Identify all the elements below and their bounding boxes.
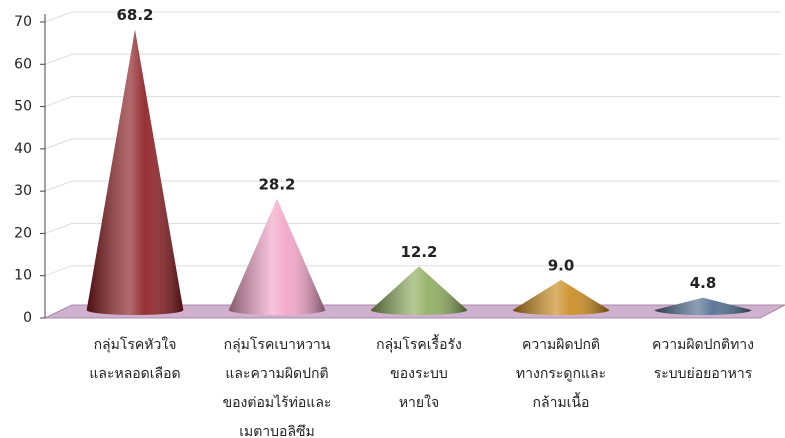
grid-line <box>44 138 780 150</box>
y-tick-label: 0 <box>23 310 32 326</box>
x-tick-label: กลุ่มโรคเรื้อรัง <box>376 334 462 353</box>
x-tick-label: ระบบย่อยอาหาร <box>654 366 753 382</box>
value-label: 68.2 <box>116 6 153 24</box>
cone-shade <box>228 198 326 315</box>
y-tick-label: 70 <box>14 14 32 30</box>
grid-line <box>44 180 780 192</box>
value-label: 4.8 <box>690 274 717 292</box>
x-tick-label: และหลอดเลือด <box>89 366 180 382</box>
x-tick-label: หายใจ <box>399 394 439 411</box>
y-tick-label: 40 <box>14 141 32 157</box>
x-tick-label: กลุ่มโรคเบาหวาน <box>224 336 331 353</box>
grid-line <box>44 11 780 23</box>
x-tick-label: ทางกระดูกและ <box>516 366 606 382</box>
x-tick-label: กล้ามเนื้อ <box>533 392 590 411</box>
grid-line <box>44 96 780 108</box>
x-tick-label: และความผิดปกติ <box>225 366 328 382</box>
cone-shade <box>654 297 752 315</box>
grid-line <box>44 265 780 277</box>
x-tick-label: เมตาบอลิซึม <box>239 424 315 438</box>
x-tick-label: ความผิดปกติทาง <box>652 337 754 353</box>
grid-line <box>44 222 780 234</box>
x-tick-label: กลุ่มโรคหัวใจ <box>94 336 177 353</box>
cone-shade <box>512 279 610 315</box>
y-tick-label: 60 <box>14 56 32 72</box>
x-tick-label: ของระบบ <box>390 366 448 382</box>
value-label: 28.2 <box>258 175 295 193</box>
cone-shade <box>370 266 468 315</box>
y-tick-label: 10 <box>14 268 32 284</box>
value-label: 9.0 <box>548 256 575 274</box>
value-label: 12.2 <box>400 243 437 261</box>
y-tick-label: 50 <box>14 99 32 115</box>
y-tick-label: 30 <box>14 183 32 199</box>
x-tick-label: ความผิดปกติ <box>522 337 600 353</box>
grid-line <box>44 53 780 65</box>
cone-shade <box>86 29 184 316</box>
y-tick-label: 20 <box>14 225 32 241</box>
x-tick-label: ของต่อมไร้ท่อและ <box>223 394 332 411</box>
